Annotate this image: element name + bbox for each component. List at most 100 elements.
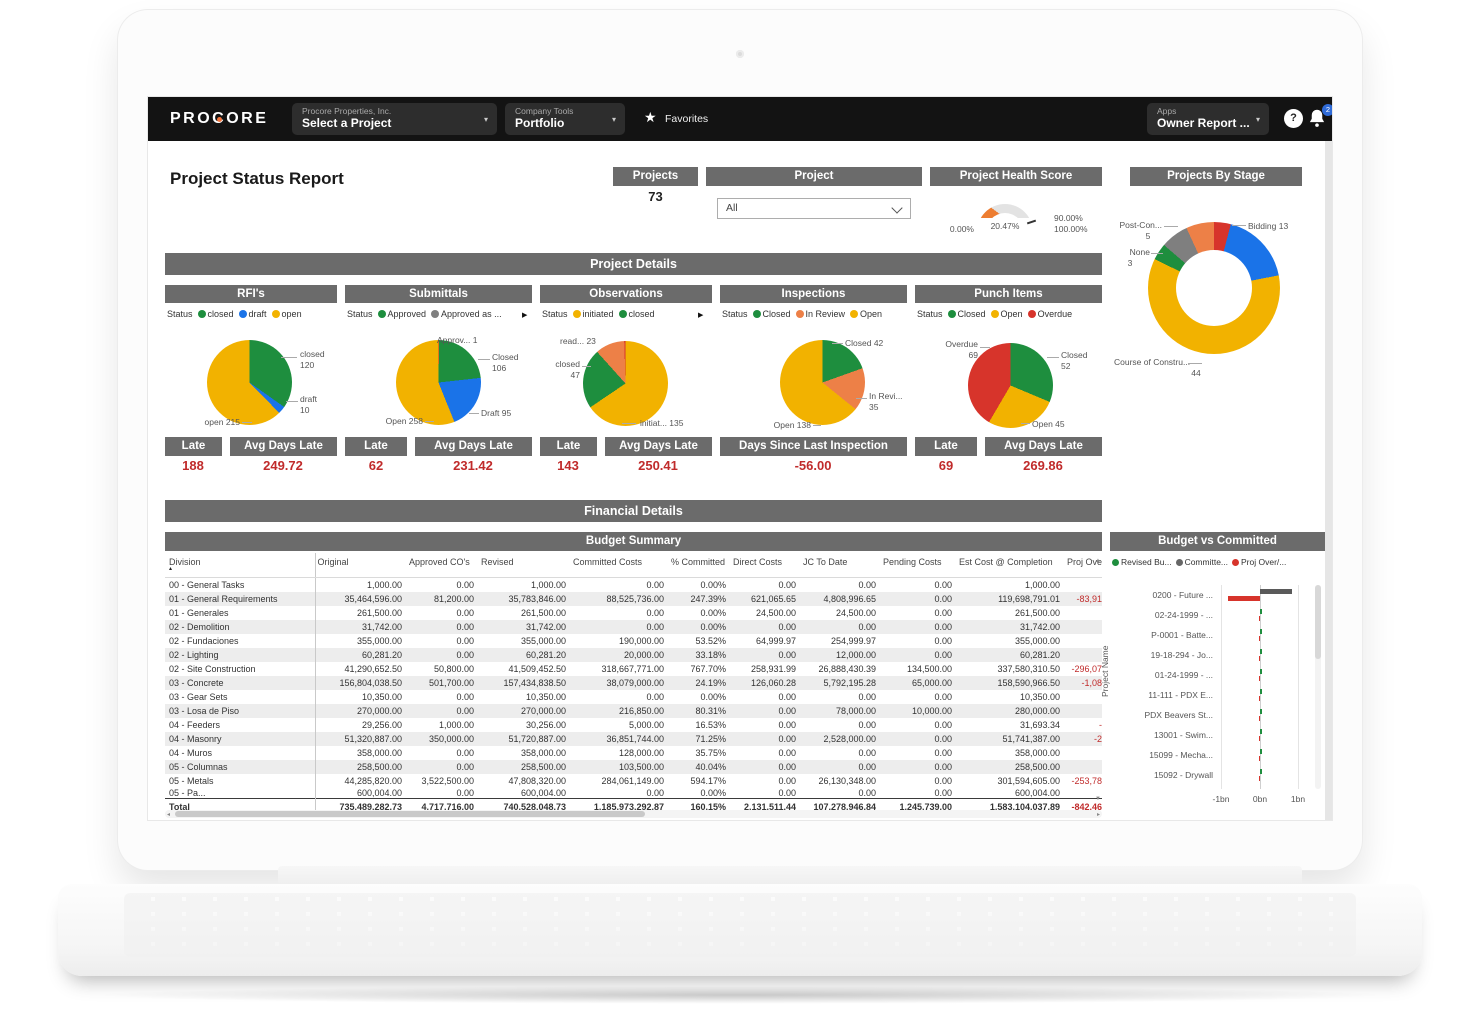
- table-cell: -253,78: [1071, 776, 1102, 786]
- table-row: 04 - Muros 358,000.00 0.00 358,000.00 128,00…: [165, 746, 1102, 760]
- table-cell: 0.00: [456, 788, 474, 798]
- punch-pie-chart[interactable]: [968, 343, 1053, 428]
- company-tools-dropdown[interactable]: Company Tools Portfolio ▾: [505, 103, 625, 135]
- favorites-link[interactable]: Favorites: [665, 113, 709, 125]
- scrollbar-thumb[interactable]: [175, 811, 645, 817]
- scroll-up-icon[interactable]: ▲: [1095, 558, 1101, 564]
- bvc-bar-chart[interactable]: [1203, 585, 1321, 789]
- table-cell: 258,500.00: [520, 762, 566, 772]
- table-cell: -: [1099, 720, 1102, 730]
- observations-pie-chart[interactable]: [583, 341, 668, 426]
- table-cell: 03 - Losa de Piso: [165, 704, 316, 718]
- table-cell: [1065, 760, 1102, 774]
- table-cell: 0.00: [934, 594, 952, 604]
- pie-callout: Closed 42: [845, 338, 884, 348]
- table-header-cell[interactable]: Pending Costs: [881, 553, 957, 578]
- table-horizontal-scrollbar[interactable]: ◂ ▸: [165, 810, 1102, 818]
- table-cell: 0.00: [646, 580, 664, 590]
- scroll-down-icon[interactable]: ▼: [1095, 796, 1101, 802]
- project-filter-select[interactable]: All: [717, 198, 911, 219]
- metric-value: -56.00: [794, 458, 832, 473]
- table-cell: 0.00: [646, 608, 664, 618]
- bvc-category-label: P-0001 - Batte...: [1151, 630, 1213, 640]
- inspections-pie-chart[interactable]: [780, 340, 865, 425]
- table-header-cell[interactable]: Proj Ove: [1065, 553, 1102, 578]
- table-cell: 5,792,195.28: [823, 678, 876, 688]
- table-header-cell[interactable]: JC To Date: [801, 553, 881, 578]
- legend-overflow-arrow[interactable]: ▶: [522, 312, 528, 319]
- table-cell: 0.00: [646, 692, 664, 702]
- bvc-bar: [1260, 609, 1262, 614]
- table-cell: 600,004.00: [1014, 788, 1060, 798]
- table-row: 02 - Site Construction 41,290,652.50 50,80…: [165, 662, 1102, 676]
- table-cell: 35,464,596.00: [344, 594, 402, 604]
- table-header-cell[interactable]: % Committed: [669, 553, 731, 578]
- table-cell: 0.00: [778, 650, 796, 660]
- table-header-cell[interactable]: Approved CO's: [407, 553, 479, 578]
- stage-donut-chart[interactable]: [1148, 222, 1280, 354]
- table-cell: 0.00: [456, 636, 474, 646]
- table-cell: 71.25%: [695, 734, 726, 744]
- project-picker-dropdown[interactable]: Procore Properties, Inc. Select a Projec…: [292, 103, 497, 135]
- pie-callout: Overdue: [945, 339, 978, 349]
- table-cell: 88,525,736.00: [606, 594, 664, 604]
- budget-summary-header: Budget Summary: [165, 532, 1102, 551]
- metric-header: Avg Days Late: [985, 437, 1102, 456]
- table-cell: 53.52%: [695, 636, 726, 646]
- project-picker-label: Procore Properties, Inc.: [302, 106, 392, 116]
- table-cell: 00 - General Tasks: [165, 577, 316, 592]
- table-cell: 10,350.00: [1019, 692, 1060, 702]
- webcam-dot: [736, 50, 744, 58]
- table-cell: 0.00: [858, 622, 876, 632]
- table-cell: 0.00: [778, 734, 796, 744]
- scrollbar-thumb[interactable]: [1315, 585, 1321, 659]
- stage-callout: 44: [1191, 368, 1201, 378]
- bvc-bar: [1227, 596, 1260, 601]
- table-cell: 33.18%: [695, 650, 726, 660]
- table-cell: 0.00: [646, 622, 664, 632]
- metric-header: Late: [540, 437, 597, 456]
- table-header-cell[interactable]: Original: [315, 553, 407, 578]
- table-cell: 41,509,452.50: [508, 664, 566, 674]
- legend-overflow-arrow[interactable]: ▶: [698, 312, 704, 319]
- page-scrollbar[interactable]: [1325, 141, 1332, 820]
- table-cell: 3,522,500.00: [421, 776, 474, 786]
- table-cell: 78,000.00: [835, 706, 876, 716]
- table-header-cell[interactable]: Division ▴: [165, 553, 316, 578]
- stage-callout: Bidding 13: [1248, 221, 1289, 231]
- help-icon[interactable]: ?: [1284, 109, 1303, 128]
- table-cell: 02 - Lighting: [165, 648, 316, 662]
- table-cell: 5,000.00: [628, 720, 664, 730]
- table-cell: 26,888,430.39: [818, 664, 876, 674]
- pie-callout: 35: [869, 402, 879, 412]
- pie-callout: Open 45: [1032, 419, 1065, 429]
- bvc-category-label: 13001 - Swim...: [1153, 730, 1213, 740]
- table-header-cell[interactable]: Revised: [479, 553, 571, 578]
- table-cell: 301,594,605.00: [997, 776, 1060, 786]
- metric-header: Days Since Last Inspection: [720, 437, 907, 456]
- table-cell: 0.00: [858, 580, 876, 590]
- bell-icon[interactable]: [1308, 108, 1326, 128]
- table-header-cell[interactable]: Direct Costs: [731, 553, 801, 578]
- scroll-left-icon[interactable]: ◂: [167, 812, 171, 818]
- table-cell: 80.31%: [695, 706, 726, 716]
- table-header-cell[interactable]: Committed Costs: [571, 553, 669, 578]
- table-row: 03 - Gear Sets 10,350.00 0.00 10,350.00 0.00…: [165, 690, 1102, 704]
- bvc-vertical-scrollbar[interactable]: [1315, 585, 1321, 789]
- table-row: 02 - Demolition 31,742.00 0.00 31,742.00 0.0…: [165, 620, 1102, 634]
- rfi-pie-chart[interactable]: [207, 340, 292, 425]
- table-cell: 0.00: [646, 788, 664, 798]
- table-cell: 0.00: [934, 650, 952, 660]
- table-cell: 1,000.00: [530, 580, 566, 590]
- submittals-pie-chart[interactable]: [396, 340, 481, 425]
- stage-callout: 3: [1127, 258, 1133, 268]
- table-cell: 38,079,000.00: [606, 678, 664, 688]
- table-cell: 16.53%: [695, 720, 726, 730]
- scroll-right-icon[interactable]: ▸: [1096, 812, 1100, 818]
- table-header-cell[interactable]: Est Cost @ Completion: [957, 553, 1065, 578]
- table-cell: 0.00: [858, 762, 876, 772]
- apps-dropdown[interactable]: Apps Owner Report ... ▾: [1147, 103, 1269, 135]
- star-icon[interactable]: ★: [644, 109, 657, 125]
- bvc-bar: [1258, 636, 1260, 641]
- table-cell: 0.00: [934, 788, 952, 798]
